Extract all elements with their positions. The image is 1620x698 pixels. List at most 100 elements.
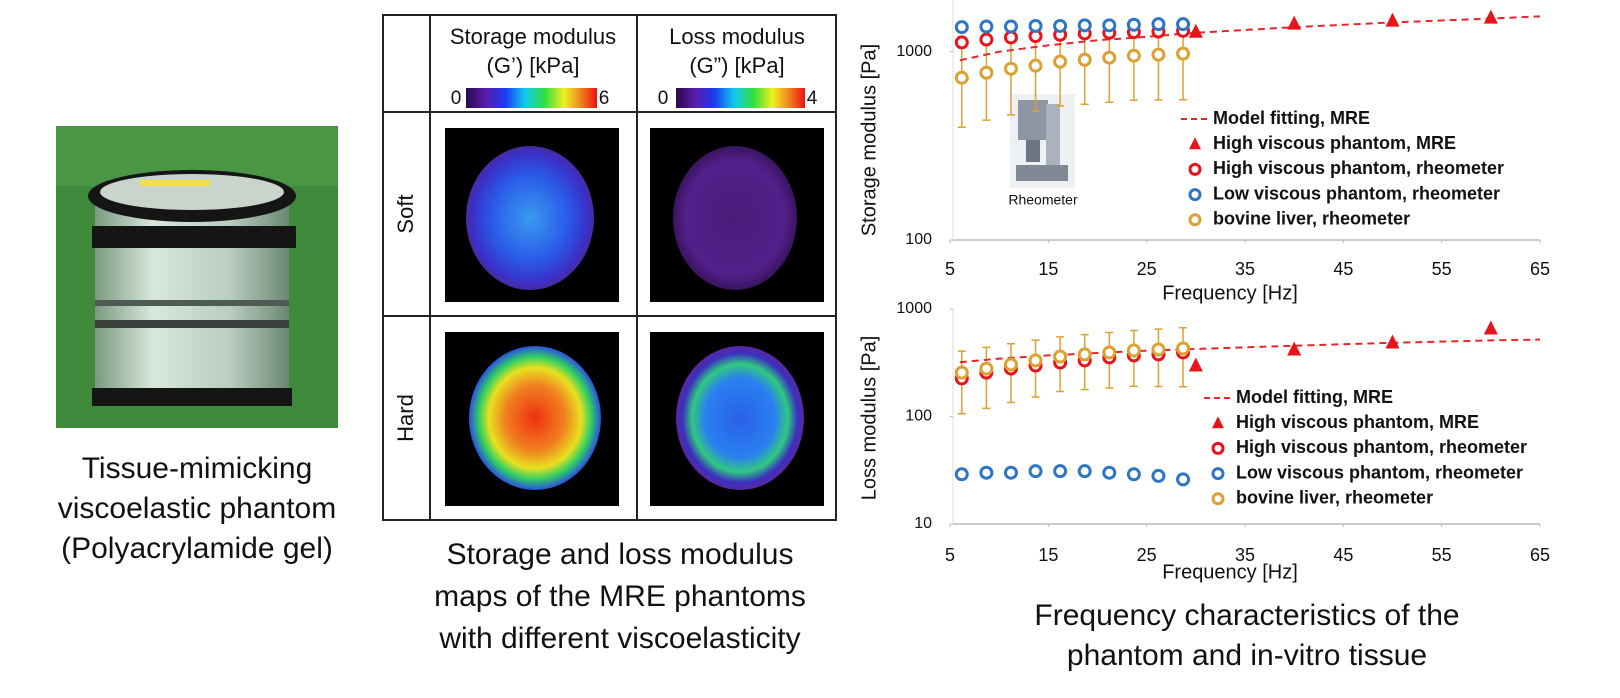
circle-point (1126, 343, 1141, 358)
y-tick-label: 1000 (896, 43, 932, 60)
x-tick-label: 5 (945, 259, 955, 279)
maps-caption: Storage and loss modulus (447, 538, 794, 571)
circle-point (1077, 347, 1092, 362)
circle-point (1102, 465, 1117, 480)
colorbar-label: 4 (807, 88, 818, 109)
legend-label: Model fitting, MRE (1236, 387, 1393, 407)
x-tick-label: 35 (1235, 259, 1255, 279)
circle-point (1126, 48, 1141, 63)
circle-point (1003, 30, 1018, 45)
circle-point (1028, 464, 1043, 479)
map-row-label: Hard (393, 394, 418, 442)
triangle-point (1483, 9, 1498, 24)
legend-swatch (1211, 492, 1225, 506)
circle-point (1126, 467, 1141, 482)
circle-point (1028, 18, 1043, 33)
circle-point (1028, 353, 1043, 368)
colorbar (466, 88, 597, 108)
circle-point (1176, 46, 1191, 61)
circle-point (1053, 349, 1068, 364)
photo-caption: (Polyacrylamide gel) (61, 532, 333, 565)
circle-point (1077, 464, 1092, 479)
x-tick-label: 35 (1235, 545, 1255, 565)
annotation: Rheometer (1008, 192, 1078, 208)
map-column-title: (G’) [kPa] (487, 53, 580, 78)
circle-point (1151, 468, 1166, 483)
circle-point (954, 35, 969, 50)
legend-label: Low viscous phantom, rheometer (1213, 183, 1500, 203)
y-tick-label: 100 (905, 408, 932, 425)
circle-point (1003, 19, 1018, 34)
circle-point (954, 365, 969, 380)
legend-swatch (1212, 416, 1224, 429)
x-axis-label: Frequency [Hz] (1162, 561, 1298, 583)
legend-label: High viscous phantom, MRE (1236, 412, 1479, 432)
x-tick-label: 55 (1432, 259, 1452, 279)
model-line (959, 338, 1541, 364)
circle-point (1077, 18, 1092, 33)
circle-point (954, 467, 969, 482)
legend-label: High viscous phantom, rheometer (1213, 158, 1504, 178)
y-tick-label: 1000 (896, 300, 932, 317)
circle-point (1077, 52, 1092, 67)
circle-point (954, 20, 969, 35)
circle-point (1053, 54, 1068, 69)
legend-swatch (1211, 467, 1225, 481)
colorbar (676, 88, 805, 108)
circle-point (1176, 472, 1191, 487)
legend-label: High viscous phantom, MRE (1213, 133, 1456, 153)
circle-point (1102, 345, 1117, 360)
legend-label: bovine liver, rheometer (1236, 488, 1433, 508)
phantom-photo (56, 126, 338, 428)
map-column-title: (G”) [kPa] (689, 53, 784, 78)
circle-point (1003, 357, 1018, 372)
legend-label: Model fitting, MRE (1213, 108, 1370, 128)
legend-label: High viscous phantom, rheometer (1236, 437, 1527, 457)
circle-point (1053, 464, 1068, 479)
colorbar-label: 0 (451, 88, 462, 109)
y-tick-label: 100 (905, 231, 932, 248)
maps-caption: maps of the MRE phantoms (434, 580, 806, 613)
triangle-point (1188, 23, 1203, 38)
legend-swatch (1211, 441, 1225, 455)
circle-point (1102, 50, 1117, 65)
circle-point (1151, 342, 1166, 357)
x-tick-label: 55 (1432, 545, 1452, 565)
x-tick-label: 15 (1038, 545, 1058, 565)
charts-caption: Frequency characteristics of the (1034, 599, 1459, 632)
maps-table (382, 14, 837, 521)
legend-swatch (1189, 137, 1201, 150)
triangle-point (1385, 334, 1400, 349)
legend-label: bovine liver, rheometer (1213, 209, 1410, 229)
colorbar-label: 6 (599, 88, 610, 109)
rheometer-icon (1010, 94, 1075, 188)
circle-point (1151, 17, 1166, 32)
y-tick-label: 10 (914, 515, 932, 532)
circle-point (1151, 47, 1166, 62)
model-line (959, 15, 1541, 62)
circle-point (1126, 17, 1141, 32)
triangle-point (1188, 357, 1203, 372)
circle-point (1176, 17, 1191, 32)
x-tick-label: 25 (1137, 545, 1157, 565)
x-tick-label: 45 (1333, 259, 1353, 279)
x-axis-label: Frequency [Hz] (1162, 282, 1298, 304)
x-tick-label: 45 (1333, 545, 1353, 565)
circle-point (979, 465, 994, 480)
charts-caption: phantom and in-vitro tissue (1067, 639, 1427, 672)
maps-caption: with different viscoelasticity (438, 622, 800, 655)
y-axis-label: Loss modulus [Pa] (858, 336, 880, 501)
x-tick-label: 65 (1530, 545, 1550, 565)
circle-point (1003, 61, 1018, 76)
legend-swatch (1188, 188, 1202, 202)
circle-point (1176, 341, 1191, 356)
circle-point (979, 32, 994, 47)
circle-point (979, 19, 994, 34)
x-tick-label: 25 (1137, 259, 1157, 279)
circle-point (1028, 58, 1043, 73)
triangle-point (1287, 15, 1302, 30)
y-axis-label: Storage modulus [Pa] (858, 44, 880, 236)
triangle-point (1385, 12, 1400, 27)
circle-point (1102, 18, 1117, 33)
